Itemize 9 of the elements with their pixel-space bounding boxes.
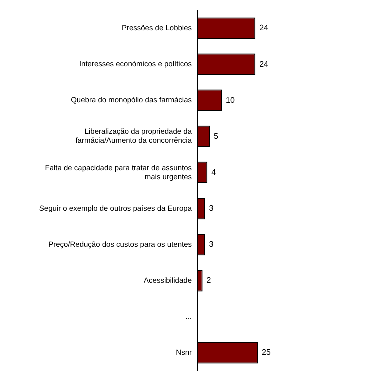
data-label: 3 xyxy=(209,204,214,213)
data-label: 10 xyxy=(226,96,236,105)
data-label: 2 xyxy=(206,276,212,286)
data-label: 24 xyxy=(260,60,270,69)
data-label: 25 xyxy=(262,348,272,358)
data-label: 5 xyxy=(214,132,219,141)
data-label: 3 xyxy=(209,240,214,250)
data-label: 4 xyxy=(212,168,217,177)
data-label: 24 xyxy=(260,24,270,33)
